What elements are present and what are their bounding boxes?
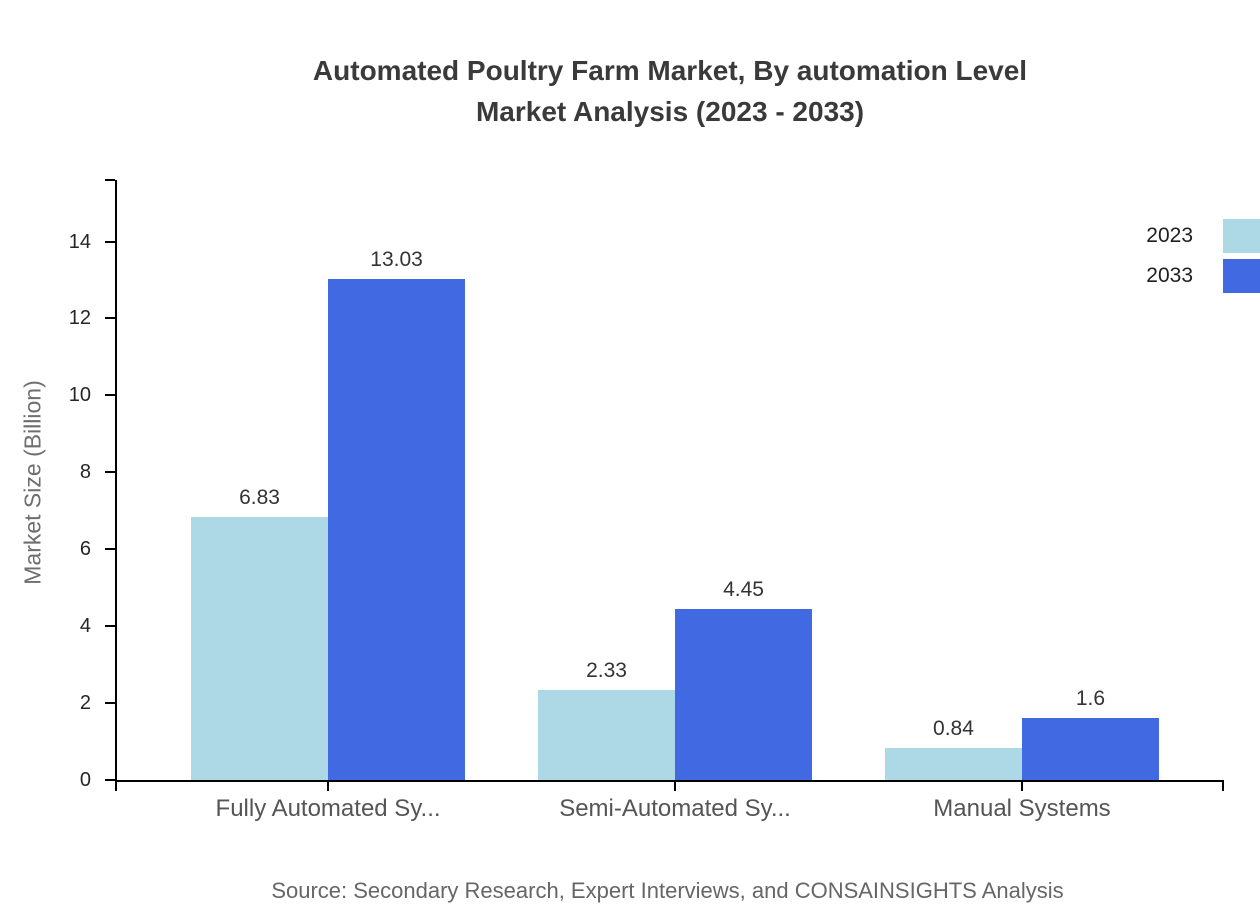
chart-title-line1: Automated Poultry Farm Market, By automa… — [312, 55, 1028, 86]
bar-value-label: 0.84 — [933, 716, 974, 740]
x-tick-mark — [674, 782, 677, 791]
y-axis-line — [115, 180, 117, 782]
y-tick-label: 2 — [79, 692, 91, 715]
bar-value-label: 13.03 — [370, 247, 423, 271]
x-category-label: Fully Automated Sy... — [215, 795, 441, 822]
legend: 2023 2033 — [1146, 219, 1260, 299]
bar-value-label: 1.6 — [1075, 687, 1106, 711]
bar-2033-category-3[interactable] — [1021, 718, 1159, 780]
bar-2023-category-2[interactable] — [538, 690, 676, 780]
legend-label-2023: 2023 — [1146, 224, 1193, 247]
x-tick-mark — [327, 782, 330, 791]
legend-item-2023[interactable]: 2023 — [1146, 219, 1260, 253]
bar-value-label: 6.83 — [239, 486, 280, 510]
x-axis-line — [115, 780, 1224, 782]
y-tick-label: 8 — [79, 461, 91, 484]
bar-2023-category-1[interactable] — [191, 517, 329, 780]
chart-title: Automated Poultry Farm Market, By automa… — [80, 50, 1260, 132]
legend-label-2033: 2033 — [1146, 264, 1193, 287]
x-category-label: Semi-Automated Sy... — [559, 795, 791, 822]
x-axis-end-tick — [1222, 782, 1224, 791]
legend-swatch-2023 — [1223, 219, 1260, 253]
x-tick-mark — [1020, 782, 1023, 791]
y-tick-label: 14 — [68, 230, 91, 253]
y-tick-label: 4 — [79, 615, 91, 638]
legend-item-2033[interactable]: 2033 — [1146, 259, 1260, 293]
bar-value-label: 2.33 — [586, 659, 627, 683]
y-tick-mark — [105, 394, 115, 397]
source-note: Source: Secondary Research, Expert Inter… — [271, 878, 1064, 903]
bar-2033-category-2[interactable] — [675, 608, 813, 780]
y-tick-mark — [105, 471, 115, 474]
y-tick-mark — [105, 702, 115, 705]
bar-2023-category-3[interactable] — [884, 747, 1022, 780]
y-tick-label: 12 — [68, 307, 91, 330]
chart-title-line2: Market Analysis (2023 - 2033) — [475, 96, 865, 127]
y-tick-mark — [105, 317, 115, 320]
y-axis-end-tick — [105, 179, 115, 181]
bar-value-label: 4.45 — [723, 577, 764, 601]
y-tick-mark — [105, 625, 115, 628]
y-tick-mark — [105, 548, 115, 551]
x-axis-end-tick — [115, 782, 117, 791]
legend-swatch-2033 — [1223, 259, 1260, 293]
y-tick-mark — [105, 779, 115, 781]
x-category-label: Manual Systems — [933, 795, 1111, 822]
y-tick-mark — [105, 240, 115, 243]
y-tick-label: 0 — [79, 769, 91, 791]
y-tick-label: 10 — [68, 384, 91, 407]
y-tick-label: 6 — [79, 538, 91, 561]
bar-2033-category-1[interactable] — [328, 278, 466, 780]
